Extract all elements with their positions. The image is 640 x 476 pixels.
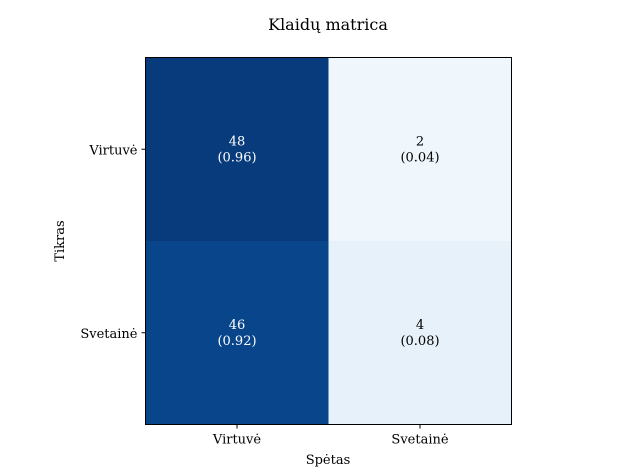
cell-fraction-label: (0.92) <box>217 334 256 349</box>
cell-labels: 48(0.96) 2(0.04) 46(0.92) 4(0.08) <box>217 134 439 349</box>
cell-count-label: 2 <box>416 134 424 149</box>
cell-fraction-label: (0.96) <box>217 150 256 165</box>
x-tick-label: Virtuvė <box>212 433 261 448</box>
cell-count-label: 46 <box>229 318 246 333</box>
cell-count-label: 4 <box>416 318 424 333</box>
x-tick-label: Svetainė <box>391 433 448 448</box>
y-axis-label: Tikras <box>53 220 68 261</box>
heatmap-cell <box>145 57 329 241</box>
y-tick-label: Virtuvė <box>88 143 137 158</box>
x-axis-ticks: Virtuvė Svetainė <box>212 424 449 448</box>
cell-count-label: 48 <box>229 134 246 149</box>
y-tick-label: Svetainė <box>80 327 137 342</box>
chart-title: Klaidų matrica <box>268 15 388 34</box>
cell-fraction-label: (0.04) <box>400 150 439 165</box>
heatmap-cell <box>328 57 512 241</box>
heatmap-cell <box>328 241 512 425</box>
heatmap-cell <box>145 241 329 425</box>
plot-frame <box>145 57 512 425</box>
heatmap-cells <box>145 57 512 425</box>
y-axis-ticks: Virtuvė Svetainė <box>80 143 146 342</box>
cell-fraction-label: (0.08) <box>400 334 439 349</box>
x-axis-label: Spėtas <box>306 453 351 468</box>
